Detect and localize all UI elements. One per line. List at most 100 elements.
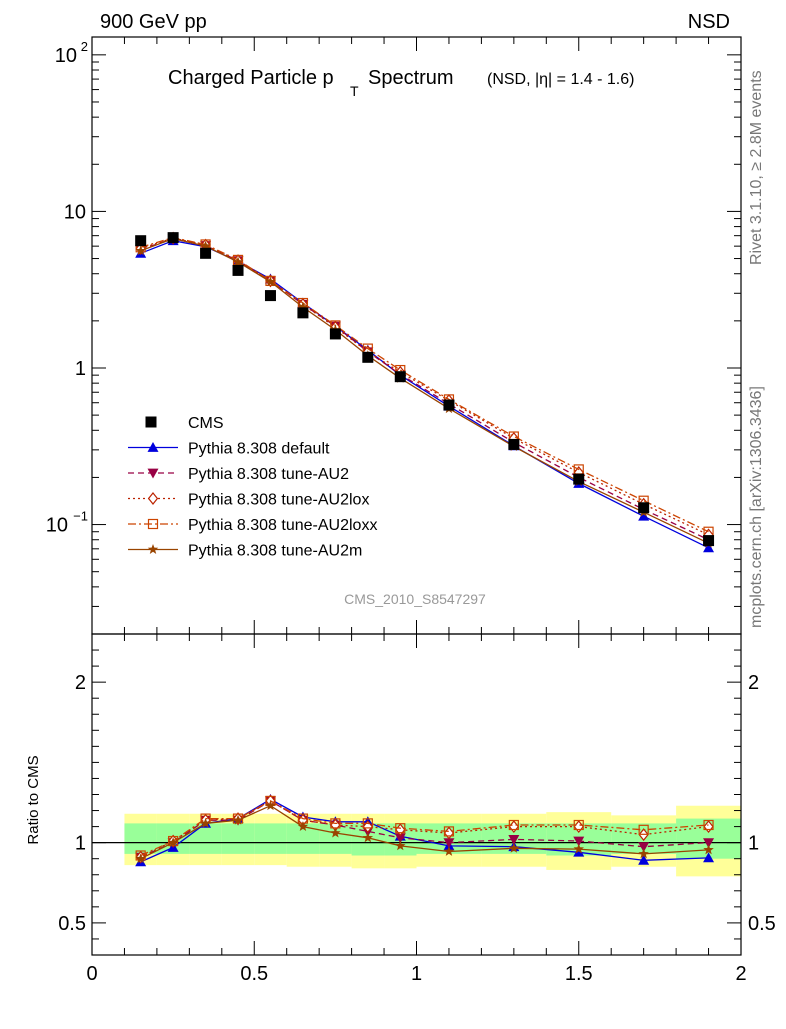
series-line — [140, 237, 709, 536]
legend-entry: Pythia 8.308 tune-AU2m — [128, 543, 362, 560]
ratio-y-tick-label: 0.5 — [58, 913, 86, 935]
mcplots-reference-label: mcplots.cern.ch [arXiv:1306.3436] — [748, 386, 765, 628]
legend-marker — [147, 492, 159, 505]
band-inner — [189, 823, 222, 854]
legend-marker — [145, 416, 157, 428]
ratio-point — [638, 824, 649, 835]
series-point — [297, 301, 309, 312]
process-label: NSD — [688, 11, 730, 33]
data-point — [297, 307, 309, 319]
legend-entry: CMS — [145, 415, 224, 432]
series-line — [140, 236, 709, 533]
ratio-point — [265, 800, 276, 811]
legend-label: CMS — [188, 415, 224, 432]
ratio-point — [573, 843, 584, 854]
ratio-point — [573, 819, 584, 831]
data-point — [329, 328, 341, 340]
ratio-point — [573, 836, 585, 847]
plot-title-main: Charged Particle p — [168, 67, 334, 89]
ratio-point — [362, 832, 374, 843]
ratio-point — [297, 821, 309, 832]
data-point — [167, 232, 179, 244]
ratio-frame — [91, 633, 742, 956]
ratio-point — [362, 818, 373, 829]
data-point — [443, 399, 455, 411]
analysis-watermark: CMS_2010_S8547297 — [344, 591, 486, 607]
ratio-y-tick-label-right: 0.5 — [748, 913, 776, 935]
ratio-point — [703, 838, 715, 849]
main-axes: 10 −1 1 10 10 2 — [46, 36, 742, 635]
series-point — [200, 240, 211, 251]
ratio-point — [703, 819, 714, 831]
collision-label: 900 GeV pp — [100, 11, 207, 33]
ratio-point — [394, 833, 406, 844]
ratio-point — [200, 817, 211, 828]
legend-entry: Pythia 8.308 tune-AU2lox — [128, 492, 369, 509]
plot-title-tail: Spectrum — [368, 67, 454, 89]
legend-label: Pythia 8.308 tune-AU2loxx — [188, 517, 377, 534]
y-tick-label: 10 2 — [55, 39, 88, 67]
ratio-series-4 — [135, 800, 714, 864]
y-tick-label: 10 −1 — [46, 509, 88, 537]
band-inner — [221, 823, 255, 854]
ratio-point — [508, 842, 520, 853]
y-tick-base: 10 — [46, 515, 68, 537]
data-point — [232, 264, 244, 276]
series-point — [638, 510, 650, 521]
x-tick-label: 2 — [735, 963, 746, 985]
data-point — [573, 473, 585, 485]
ratio-line — [140, 804, 709, 860]
legend-entry: Pythia 8.308 tune-AU2loxx — [128, 517, 377, 534]
legend-label: Pythia 8.308 tune-AU2m — [188, 543, 362, 560]
series-point — [703, 542, 715, 553]
y-tick-base: 10 — [55, 45, 77, 67]
y-tick-label: 10 — [64, 201, 86, 223]
x-tick-label: 0 — [86, 963, 97, 985]
x-tick-label: 1.5 — [565, 963, 593, 985]
ratio-y-tick-label-right: 1 — [748, 833, 759, 855]
ratio-y-tick-label-right: 2 — [748, 672, 759, 694]
data-point — [638, 502, 650, 514]
ratio-point — [508, 835, 520, 845]
legend-label: Pythia 8.308 tune-AU2 — [188, 466, 349, 483]
ratio-point — [703, 852, 715, 863]
y-tick-exponent: 2 — [81, 39, 88, 54]
ratio-axis-label: Ratio to CMS — [25, 755, 42, 844]
data-point — [200, 247, 212, 259]
series-point — [265, 276, 276, 287]
ratio-axes: 0.5 0.5 1 1 2 2 0 0.5 1 1.5 2 — [58, 633, 776, 985]
x-tick-label: 1 — [411, 963, 422, 985]
ratio-line — [140, 800, 709, 857]
rivet-version-label: Rivet 3.1.10, ≥ 2.8M events — [748, 70, 765, 265]
plot-title-note: (NSD, |η| = 1.4 - 1.6) — [487, 71, 634, 88]
ratio-point — [443, 845, 455, 856]
ratio-point — [395, 840, 406, 851]
y-tick-base: 10 — [64, 201, 86, 223]
data-point — [264, 290, 276, 302]
ratio-point — [443, 826, 455, 837]
data-point — [508, 438, 520, 450]
ratio-point — [167, 837, 179, 848]
ratio-point — [135, 853, 146, 864]
legend-marker — [147, 442, 159, 452]
band-inner — [254, 823, 287, 854]
ratio-series-3 — [135, 795, 714, 861]
y-tick-base: 1 — [75, 358, 86, 380]
main-plot-panel: Charged Particle p T Spectrum (NSD, |η| … — [46, 36, 742, 635]
series-point — [135, 245, 146, 256]
ratio-point — [703, 844, 714, 855]
legend-marker — [147, 468, 159, 479]
legend-marker — [147, 518, 159, 530]
ratio-point — [443, 838, 455, 849]
ratio-series-group — [135, 793, 715, 867]
ratio-point — [638, 848, 649, 859]
legend-entry: Pythia 8.308 tune-AU2 — [128, 466, 349, 483]
legend-marker — [147, 544, 159, 554]
data-point — [362, 351, 374, 363]
main-series-group — [135, 231, 715, 553]
ratio-point — [638, 842, 650, 853]
band-inner — [124, 823, 157, 854]
series-point — [232, 256, 244, 267]
data-point — [135, 235, 147, 247]
ratio-point — [395, 823, 406, 834]
